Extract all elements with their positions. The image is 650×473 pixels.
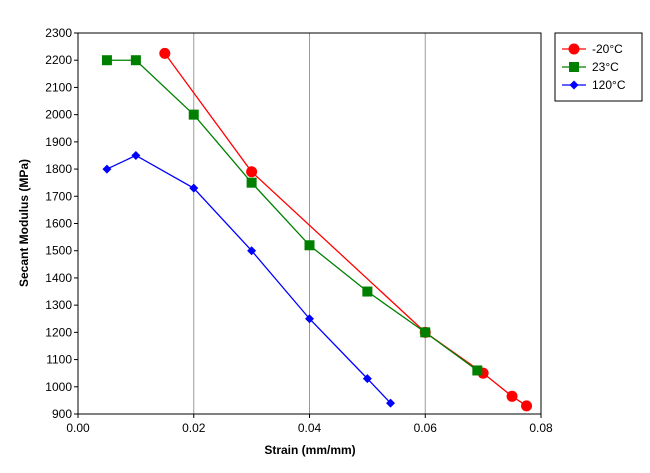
data-point xyxy=(189,183,199,193)
data-point xyxy=(131,150,141,160)
legend-item: -20°C xyxy=(562,42,623,56)
y-tick-label: 2200 xyxy=(45,53,72,67)
data-point xyxy=(130,55,141,66)
legend-marker xyxy=(569,62,579,72)
data-point xyxy=(246,177,257,188)
gridlines xyxy=(193,33,426,414)
series-2 xyxy=(102,150,396,408)
data-point xyxy=(362,286,373,297)
data-point xyxy=(246,166,258,178)
data-point xyxy=(386,398,396,408)
y-tick-label: 2300 xyxy=(45,26,72,40)
y-tick-label: 1900 xyxy=(45,135,72,149)
y-tick-label: 1400 xyxy=(45,271,72,285)
series-line xyxy=(106,59,478,371)
y-tick-label: 1100 xyxy=(46,353,72,367)
x-tick-label: 0.00 xyxy=(66,421,90,435)
data-point xyxy=(506,390,518,402)
data-point xyxy=(247,246,257,256)
series-line xyxy=(106,154,391,404)
y-tick-label: 1200 xyxy=(45,325,72,339)
legend-item: 23°C xyxy=(562,60,619,74)
series-group xyxy=(101,47,533,412)
y-tick-label: 1500 xyxy=(45,244,72,258)
y-tick-label: 1800 xyxy=(45,162,72,176)
data-point xyxy=(304,240,315,251)
y-tick-label: 1300 xyxy=(45,298,72,312)
legend-item: 120°C xyxy=(562,78,626,92)
y-tick-label: 1000 xyxy=(45,380,72,394)
data-point xyxy=(472,365,483,376)
legend-label: 23°C xyxy=(592,60,619,74)
x-axis-title: Strain (mm/mm) xyxy=(264,443,355,457)
y-tick-label: 1700 xyxy=(45,189,72,203)
data-point xyxy=(362,374,372,384)
legend-marker xyxy=(569,80,579,90)
y-tick-label: 2000 xyxy=(45,108,72,122)
data-point xyxy=(101,55,112,66)
series-1 xyxy=(101,55,483,376)
y-axis-title: Secant Modulus (MPa) xyxy=(17,159,31,287)
legend-marker xyxy=(568,43,580,55)
data-point xyxy=(420,327,431,338)
data-point xyxy=(305,314,314,324)
x-tick-label: 0.04 xyxy=(298,421,322,435)
y-tick-label: 900 xyxy=(52,407,72,421)
legend-label: 120°C xyxy=(592,78,626,92)
data-point xyxy=(521,400,533,412)
data-point xyxy=(188,109,199,120)
x-tick-label: 0.02 xyxy=(182,421,206,435)
axis-ticks: 0.00 0.02 0.04 0.06 0.08 900 1000 1100 1200 1300 1… xyxy=(45,26,553,435)
series-line xyxy=(164,53,527,407)
x-tick-label: 0.08 xyxy=(529,421,553,435)
data-point xyxy=(159,47,171,59)
x-tick-label: 0.06 xyxy=(414,421,438,435)
y-tick-label: 1600 xyxy=(45,217,72,231)
y-tick-label: 2100 xyxy=(45,80,72,94)
legend-label: -20°C xyxy=(592,42,623,56)
legend: -20°C 23°C 120°C xyxy=(554,32,643,102)
data-point xyxy=(102,164,112,174)
